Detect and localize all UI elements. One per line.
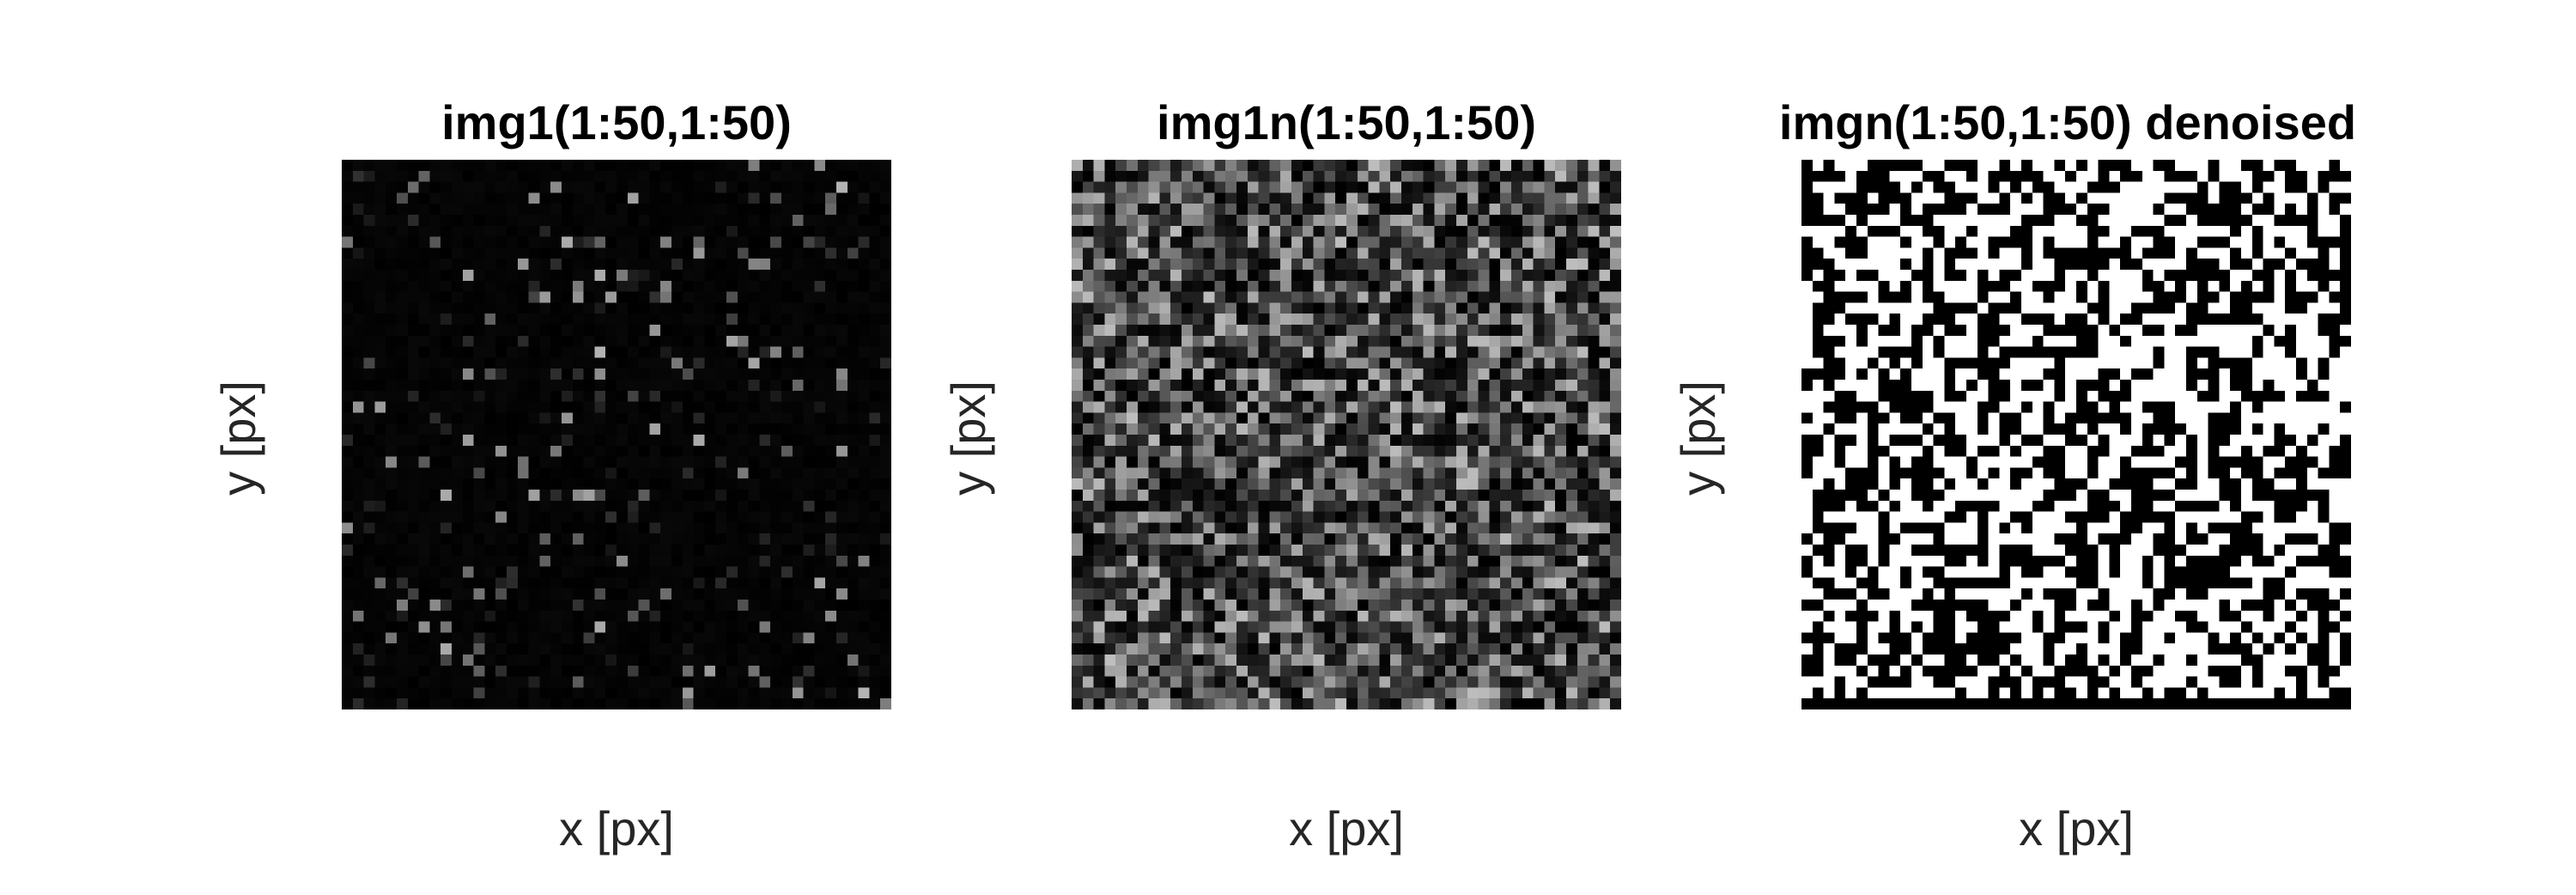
subplot-2-heatmap: [1072, 160, 1621, 709]
subplot-3-image: [1801, 160, 2351, 709]
subplot-2-xlabel: x [px]: [1289, 801, 1404, 855]
subplot-3-title: imgn(1:50,1:50) denoised: [1778, 95, 2357, 149]
subplot-1-title: img1(1:50,1:50): [441, 95, 792, 149]
subplot-2-title: img1n(1:50,1:50): [1157, 95, 1536, 149]
subplot-2: img1n(1:50,1:50) y [px] x [px]: [0, 0, 1621, 895]
subplot-1: img1(1:50,1:50) y [px] x [px]: [0, 0, 891, 895]
subplot-3-heatmap: [1801, 160, 2351, 709]
subplot-1-heatmap: [342, 160, 891, 709]
subplot-1-image: [342, 160, 891, 709]
subplot-3-xlabel: x [px]: [2019, 801, 2134, 855]
subplot-3: imgn(1:50,1:50) denoised y [px] x [px]: [0, 0, 2356, 895]
subplot-2-image: [1072, 160, 1621, 709]
subplot-2-ylabel: y [px]: [941, 381, 995, 496]
subplot-3-ylabel: y [px]: [1671, 381, 1725, 496]
subplot-1-xlabel: x [px]: [559, 801, 674, 855]
